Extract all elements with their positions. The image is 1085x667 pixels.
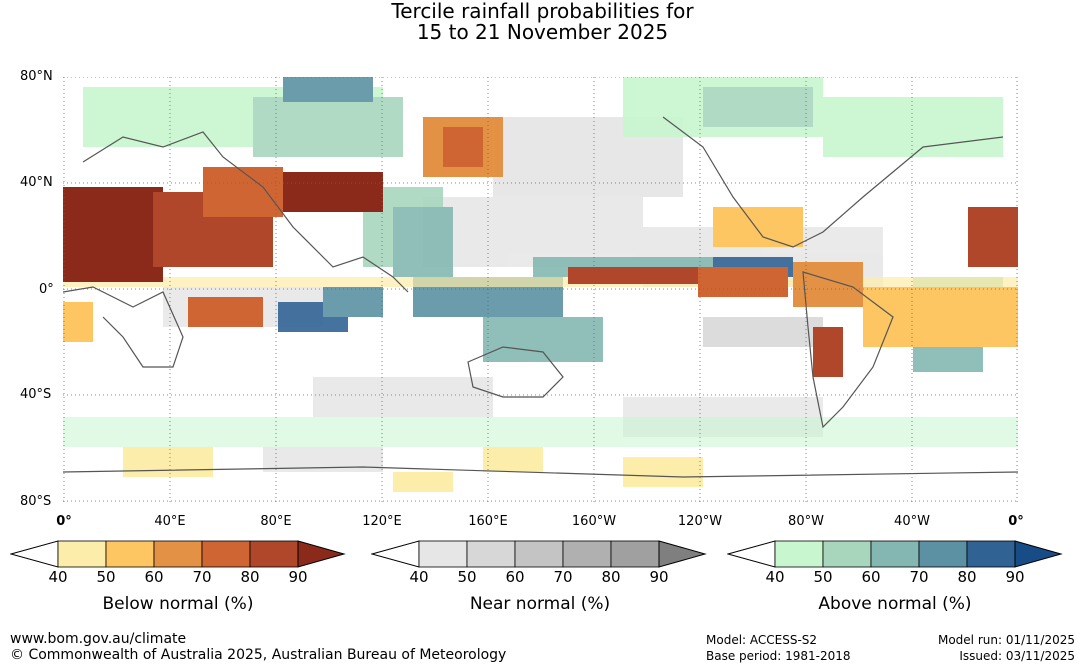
coast-africa	[63, 286, 184, 368]
legend-tick-label: 60	[505, 568, 525, 586]
legend-tick-label: 90	[1005, 568, 1025, 586]
footer-base-period: Base period: 1981-2018	[706, 649, 851, 663]
legend-tick-label: 90	[649, 568, 669, 586]
legend-tick-label: 40	[765, 568, 785, 586]
colorbar-segment	[774, 540, 824, 568]
legend-near-normal-colorbar	[371, 540, 707, 568]
lat-label-40n: 40°N	[20, 175, 53, 190]
lon-label-0-east: 0°	[1008, 514, 1024, 529]
colorbar-low-end	[727, 540, 776, 568]
legend-tick-label: 60	[144, 568, 164, 586]
colorbar-segment	[514, 540, 564, 568]
tercile-probability-map	[63, 77, 1018, 502]
coast-antarctica	[63, 466, 1018, 478]
legend-tick-label: 80	[957, 568, 977, 586]
legend-tick-label: 60	[861, 568, 881, 586]
coast-eurasia	[82, 131, 409, 293]
legend-tick-label: 40	[409, 568, 429, 586]
lon-label-0: 0°	[56, 514, 72, 529]
coastlines	[63, 116, 1018, 478]
colorbar-segment	[870, 540, 920, 568]
colorbar-high-end	[658, 540, 707, 568]
legend-above-normal-colorbar	[727, 540, 1063, 568]
legend-tick-label: 70	[192, 568, 212, 586]
near-normal-field	[163, 117, 883, 472]
map-svg	[63, 77, 1018, 502]
footer-url[interactable]: www.bom.gov.au/climate	[10, 631, 187, 647]
colorbar-segment	[249, 540, 299, 568]
legend-tick-label: 70	[909, 568, 929, 586]
lon-label-80e: 80°E	[260, 514, 292, 529]
legend-tick-label: 80	[240, 568, 260, 586]
colorbar-segment	[57, 540, 107, 568]
legend-tick-label: 90	[288, 568, 308, 586]
legend-tick-label: 40	[48, 568, 68, 586]
colorbar-segment	[201, 540, 251, 568]
lon-label-40e: 40°E	[154, 514, 186, 529]
lon-label-160e: 160°E	[468, 514, 508, 529]
colorbar-segment	[966, 540, 1016, 568]
legend-above-normal-title: Above normal (%)	[818, 594, 972, 614]
legend-below-normal-title: Below normal (%)	[102, 594, 254, 614]
below-normal-field	[63, 117, 1018, 492]
colorbar-segment	[466, 540, 516, 568]
coast-north-america	[662, 116, 1004, 248]
map-title-line-2: 15 to 21 November 2025	[416, 20, 669, 44]
legend-near-normal-title: Near normal (%)	[469, 594, 611, 614]
legend-tick-label: 70	[553, 568, 573, 586]
legend-tick-label: 50	[457, 568, 477, 586]
colorbar-high-end	[1014, 540, 1063, 568]
lat-label-40s: 40°S	[20, 387, 52, 402]
lon-label-80w: 80°W	[788, 514, 824, 529]
graticule	[63, 77, 1018, 502]
legend-tick-label: 50	[96, 568, 116, 586]
map-title-line-1: Tercile rainfall probabilities for	[391, 0, 694, 23]
lat-label-0: 0°	[39, 282, 54, 297]
colorbar-segment	[153, 540, 203, 568]
legend-below-normal-colorbar	[10, 540, 346, 568]
lon-label-120w: 120°W	[677, 514, 723, 529]
colorbar-segment	[418, 540, 468, 568]
footer-model-run: Model run: 01/11/2025	[937, 633, 1075, 647]
colorbar-segment	[610, 540, 660, 568]
colorbar-segment	[562, 540, 612, 568]
legend-tick-label: 50	[813, 568, 833, 586]
footer-copyright: © Commonwealth of Australia 2025, Austra…	[10, 647, 507, 663]
legend-tick-label: 80	[601, 568, 621, 586]
colorbar-segment	[822, 540, 872, 568]
colorbar-high-end	[297, 540, 346, 568]
lon-label-160w: 160°W	[571, 514, 617, 529]
colorbar-low-end	[371, 540, 420, 568]
lat-label-80n: 80°N	[20, 69, 53, 84]
footer-model: Model: ACCESS-S2	[706, 633, 818, 647]
lat-label-80s: 80°S	[20, 494, 52, 509]
colorbar-segment	[105, 540, 155, 568]
coast-south-america	[802, 271, 894, 429]
footer-issued: Issued: 03/11/2025	[959, 649, 1075, 663]
colorbar-low-end	[10, 540, 59, 568]
lon-label-40w: 40°W	[894, 514, 930, 529]
coast-australia	[467, 346, 564, 398]
lon-label-120e: 120°E	[362, 514, 402, 529]
colorbar-segment	[918, 540, 968, 568]
